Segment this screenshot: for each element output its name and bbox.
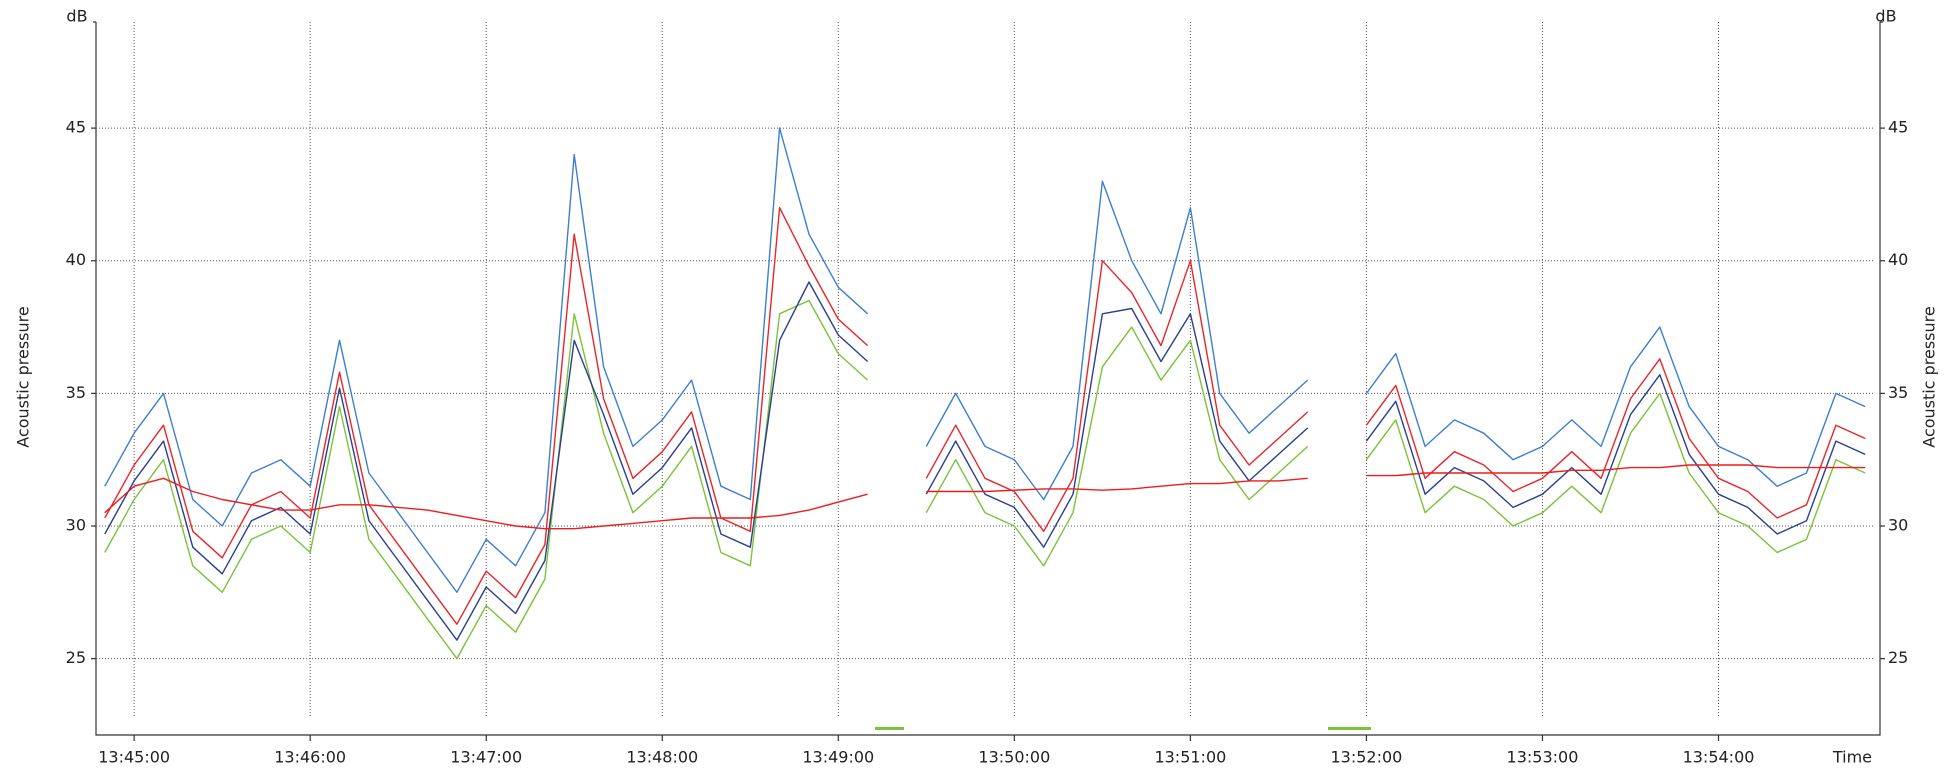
y-tick-label: 45 (66, 118, 86, 137)
x-tick-label: 13:51:00 (1154, 748, 1226, 767)
y2-tick-label: 35 (1888, 383, 1908, 402)
y2-unit: dB (1875, 7, 1896, 26)
series-line (104, 281, 1866, 641)
y-tick-label: 35 (66, 383, 86, 402)
y-tick-label: 40 (66, 250, 86, 269)
x-tick-label: 13:53:00 (1507, 748, 1579, 767)
gap-marker (1328, 727, 1371, 730)
x-tick-label: 13:46:00 (274, 748, 346, 767)
x-tick-label: 13:48:00 (626, 748, 698, 767)
y2-axis-label: Acoustic pressure (1920, 306, 1939, 447)
y-tick-label: 25 (66, 648, 86, 667)
x-tick-label: 13:50:00 (978, 748, 1050, 767)
x-tick-label: 13:52:00 (1330, 748, 1402, 767)
y-tick-label: 30 (66, 516, 86, 535)
x-tick-label: 13:47:00 (450, 748, 522, 767)
y2-tick-label: 40 (1888, 250, 1908, 269)
gap-marker (875, 727, 904, 730)
y-axis-label: Acoustic pressure (14, 306, 33, 447)
x-tick-label: 13:54:00 (1683, 748, 1755, 767)
x-tick-label: 13:45:00 (98, 748, 170, 767)
frame (93, 21, 1883, 736)
series-line (104, 207, 1866, 625)
y2-tick-label: 30 (1888, 516, 1908, 535)
y2-tick-label: 25 (1888, 648, 1908, 667)
series-line (104, 464, 1866, 530)
y2-tick-label: 45 (1888, 118, 1908, 137)
y-unit: dB (66, 7, 87, 26)
series-line (104, 127, 1866, 593)
x-axis-label: Time (1832, 748, 1872, 767)
series-line (104, 299, 1866, 660)
x-tick-label: 13:49:00 (802, 748, 874, 767)
